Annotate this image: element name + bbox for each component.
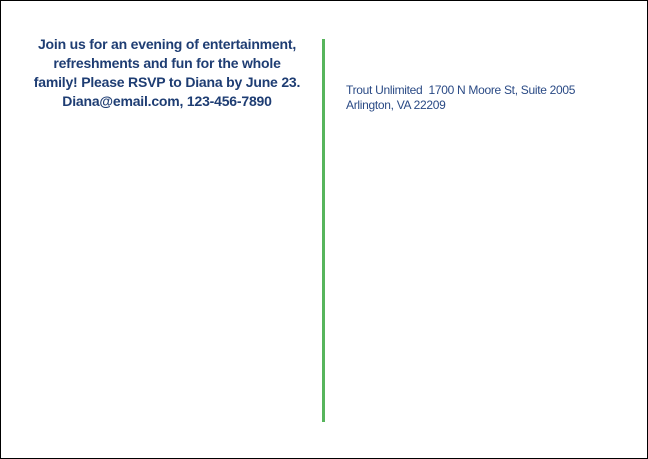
vertical-divider-rule	[322, 39, 325, 422]
return-address-line-1: Trout Unlimited 1700 N Moore St, Suite 2…	[346, 83, 576, 97]
invitation-line-4: Diana@email.com, 123-456-7890	[62, 93, 272, 109]
invitation-message: Join us for an evening of entertainment,…	[17, 35, 317, 111]
return-address: Trout Unlimited 1700 N Moore St, Suite 2…	[346, 83, 575, 113]
invitation-line-1: Join us for an evening of entertainment,	[37, 36, 297, 52]
invitation-line-2: refreshments and fun for the whole	[53, 55, 281, 71]
return-address-line-2: Arlington, VA 22209	[346, 98, 446, 112]
invitation-line-3: family! Please RSVP to Diana by June 23.	[33, 74, 301, 90]
